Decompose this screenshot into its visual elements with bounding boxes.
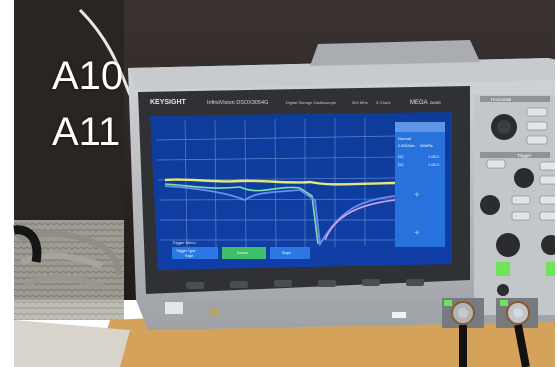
usb-port bbox=[392, 312, 406, 318]
brand-logo-text: KEYSIGHT bbox=[150, 99, 187, 106]
bandwidth: 500 MHz bbox=[352, 100, 368, 105]
trace-yellow bbox=[164, 178, 396, 186]
handle bbox=[310, 40, 480, 66]
probe-cable-2 bbox=[514, 324, 530, 367]
side-info-panel bbox=[395, 122, 445, 247]
trigger-header bbox=[480, 152, 550, 158]
coiled-cable-2 bbox=[20, 252, 104, 269]
plus-icon: + bbox=[414, 190, 420, 201]
graticule bbox=[155, 118, 396, 249]
white-cable bbox=[78, 8, 132, 96]
megazoom-logo: MEGA bbox=[410, 100, 428, 106]
channel-1-button bbox=[496, 262, 510, 276]
vertical-scale-knob-2 bbox=[541, 235, 557, 255]
side-panel-row1-label: DC bbox=[398, 154, 404, 159]
overlay-label-a11: A11 bbox=[52, 110, 121, 154]
softkey-2 bbox=[222, 247, 266, 259]
top-ridge bbox=[128, 58, 557, 90]
model-desc: Digital Storage Oscilloscope bbox=[286, 100, 337, 105]
softkey-1 bbox=[172, 247, 218, 259]
right-edge bbox=[555, 0, 557, 367]
trace-blue bbox=[164, 185, 396, 247]
ground-terminal-icon bbox=[209, 307, 219, 317]
horizontal-knob-center bbox=[497, 120, 511, 134]
plus-icon-2: + bbox=[414, 228, 420, 239]
overlay-label-a10: A10 bbox=[52, 54, 124, 98]
bnc-connectors bbox=[442, 298, 538, 328]
side-panel-row2-label: DC bbox=[398, 162, 404, 167]
panel-buttons bbox=[486, 107, 557, 221]
megazoom-sub: zoom bbox=[429, 101, 441, 106]
softkey-1-label: Trigger Type bbox=[176, 249, 196, 253]
channel-2-button bbox=[546, 262, 557, 276]
side-panel-status: Normal bbox=[398, 136, 411, 141]
horizontal-label: Horizontal bbox=[491, 97, 511, 102]
lower-panel bbox=[160, 300, 440, 320]
trigger-label: Trigger bbox=[517, 153, 532, 158]
bezel-softkey-buttons bbox=[186, 279, 424, 289]
channel-position-knob bbox=[497, 284, 509, 296]
softkey-3-label: Slope bbox=[282, 251, 291, 255]
sample-rate: 5 GSa/s bbox=[376, 100, 390, 105]
side-panel-row2-value: 1.00:1 bbox=[428, 162, 440, 167]
floor bbox=[14, 320, 130, 367]
side-panel-rate2: 500kPts bbox=[420, 144, 433, 148]
model-line: InfiniiVision DSOX3054G bbox=[207, 100, 268, 106]
menu-title: Trigger Menu bbox=[172, 240, 196, 245]
coiled-cable bbox=[18, 230, 123, 276]
coiled-cable-3 bbox=[22, 274, 107, 291]
black-cable bbox=[13, 225, 42, 263]
trace-green bbox=[164, 183, 319, 245]
cursor-knob bbox=[480, 195, 500, 215]
softkey-2-label: Source bbox=[237, 251, 248, 255]
power-button bbox=[165, 302, 183, 314]
side-panel-row1-value: 1.00:1 bbox=[428, 154, 440, 159]
trigger-level-knob bbox=[514, 168, 534, 188]
side-panel-rate: 2.50GSa/s bbox=[398, 144, 415, 148]
side-panel-header bbox=[395, 122, 445, 132]
horizontal-header bbox=[480, 96, 550, 102]
trace-pink bbox=[324, 199, 396, 241]
softkey-1-value: Edge bbox=[185, 254, 193, 258]
softkey-3 bbox=[270, 247, 310, 259]
vertical-scale-knob bbox=[496, 233, 520, 257]
